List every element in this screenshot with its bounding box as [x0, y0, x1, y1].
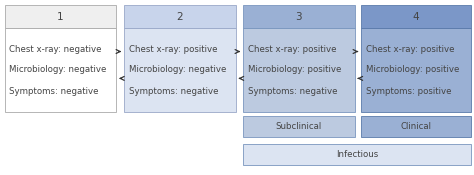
Bar [243, 28, 355, 112]
Text: Symptoms: positive: Symptoms: positive [366, 86, 451, 96]
Bar [243, 5, 355, 28]
Text: Symptoms: negative: Symptoms: negative [129, 86, 219, 96]
Text: Infectious: Infectious [336, 150, 378, 159]
Text: Symptoms: negative: Symptoms: negative [248, 86, 337, 96]
Bar [124, 28, 236, 112]
Text: 2: 2 [177, 12, 183, 22]
Text: Microbiology: negative: Microbiology: negative [9, 65, 107, 75]
Bar [124, 5, 236, 28]
Text: Clinical: Clinical [401, 122, 432, 131]
Bar [5, 5, 116, 28]
Text: Microbiology: negative: Microbiology: negative [129, 65, 226, 75]
Text: Chest x-ray: positive: Chest x-ray: positive [248, 44, 337, 54]
Text: 4: 4 [413, 12, 419, 22]
Bar [5, 28, 116, 112]
Text: Chest x-ray: positive: Chest x-ray: positive [129, 44, 218, 54]
Text: Microbiology: positive: Microbiology: positive [366, 65, 459, 75]
Text: Subclinical: Subclinical [276, 122, 322, 131]
Text: Chest x-ray: negative: Chest x-ray: negative [9, 44, 102, 54]
Bar [361, 28, 471, 112]
Bar [243, 116, 355, 136]
Bar [361, 5, 471, 28]
Text: Chest x-ray: positive: Chest x-ray: positive [366, 44, 455, 54]
Text: 3: 3 [296, 12, 302, 22]
Text: Microbiology: positive: Microbiology: positive [248, 65, 341, 75]
Bar [243, 144, 471, 164]
Bar [361, 116, 471, 136]
Text: 1: 1 [57, 12, 64, 22]
Text: Symptoms: negative: Symptoms: negative [9, 86, 99, 96]
